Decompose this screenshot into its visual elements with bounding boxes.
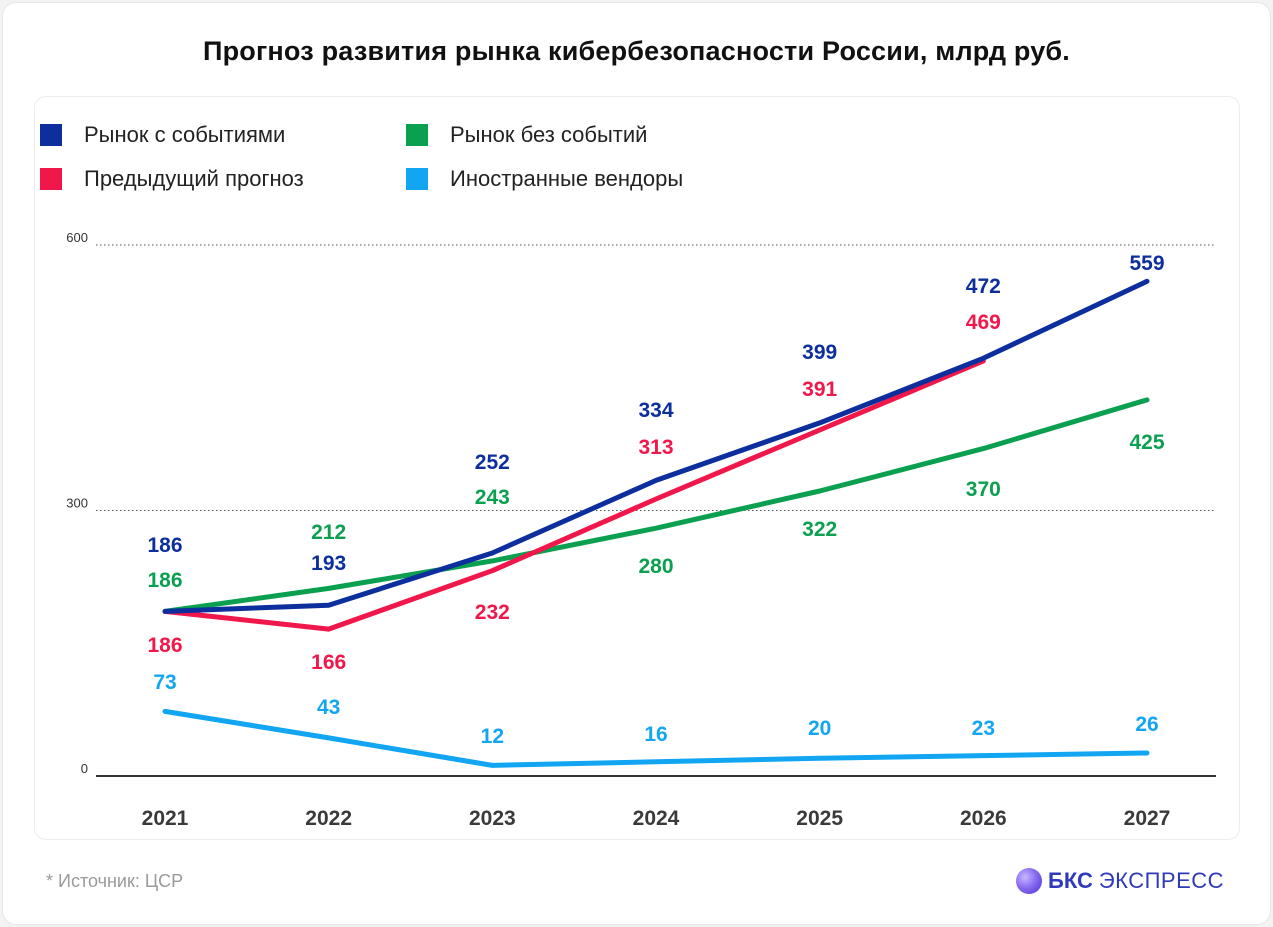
data-label: 73 (153, 671, 176, 694)
brand-logo-block: БКС ЭКСПРЕСС (1016, 866, 1224, 896)
data-label: 186 (147, 569, 182, 592)
legend-label: Предыдущий прогноз (84, 166, 304, 191)
legend-item-market-with-events: Рынок с событиями (40, 122, 285, 148)
data-label: 252 (475, 451, 510, 474)
series-line-1 (162, 397, 1150, 614)
legend-label: Иностранные вендоры (450, 166, 684, 191)
legend-item-market-without-events: Рынок без событий (406, 122, 647, 148)
data-label: 322 (802, 518, 837, 541)
brand-name-light: ЭКСПРЕСС (1098, 868, 1225, 893)
legend-label: Рынок с событиями (84, 122, 286, 147)
bks-logo-icon (1016, 868, 1042, 894)
x-tick-label: 2023 (469, 807, 516, 830)
data-label: 425 (1129, 431, 1164, 454)
data-label: 26 (1135, 713, 1158, 736)
y-tick-label: 300 (66, 496, 88, 511)
brand-name-bold: БКС (1048, 868, 1093, 893)
data-label: 20 (808, 717, 831, 740)
data-label: 472 (966, 275, 1001, 298)
x-tick-label: 2024 (633, 807, 680, 830)
legend-swatch-market-with-events (40, 124, 62, 146)
legend-swatch-market-without-events (406, 124, 428, 146)
data-label: 391 (802, 378, 837, 401)
series-line-0 (162, 278, 1150, 614)
chart-title: Прогноз развития рынка кибербезопасности… (202, 36, 1070, 66)
data-label: 280 (638, 555, 673, 578)
data-label: 232 (475, 601, 510, 624)
data-label: 370 (966, 478, 1001, 501)
legend-label: Рынок без событий (450, 122, 648, 147)
data-label: 23 (972, 717, 995, 740)
x-tick-label: 2026 (960, 807, 1007, 830)
x-tick-label: 2022 (305, 807, 352, 830)
data-label: 12 (481, 725, 504, 748)
data-label: 313 (638, 436, 673, 459)
data-label: 16 (644, 723, 667, 746)
source-note: * Источник: ЦСР (46, 871, 184, 891)
data-label: 399 (802, 341, 837, 364)
series-line-3 (162, 708, 1150, 768)
series-line-2 (162, 358, 986, 632)
legend-item-previous-forecast: Предыдущий прогноз (40, 166, 304, 192)
data-label: 166 (311, 651, 346, 674)
legend-swatch-previous-forecast (40, 168, 62, 190)
legend: Рынок с событиями Рынок без событий Пред… (40, 118, 800, 208)
data-label: 243 (475, 486, 510, 509)
x-tick-label: 2027 (1124, 807, 1171, 830)
data-label: 43 (317, 696, 340, 719)
data-label: 212 (311, 521, 346, 544)
data-label: 334 (638, 399, 673, 422)
legend-item-foreign-vendors: Иностранные вендоры (406, 166, 683, 192)
legend-swatch-foreign-vendors (406, 168, 428, 190)
data-label: 193 (311, 552, 346, 575)
x-tick-label: 2025 (796, 807, 843, 830)
data-label: 186 (147, 634, 182, 657)
y-tick-label: 0 (81, 761, 88, 776)
data-label: 559 (1129, 252, 1164, 275)
y-tick-label: 600 (66, 230, 88, 245)
chart-card (34, 96, 1240, 840)
data-label: 186 (147, 534, 182, 557)
data-label: 469 (966, 311, 1001, 334)
x-tick-label: 2021 (142, 807, 189, 830)
